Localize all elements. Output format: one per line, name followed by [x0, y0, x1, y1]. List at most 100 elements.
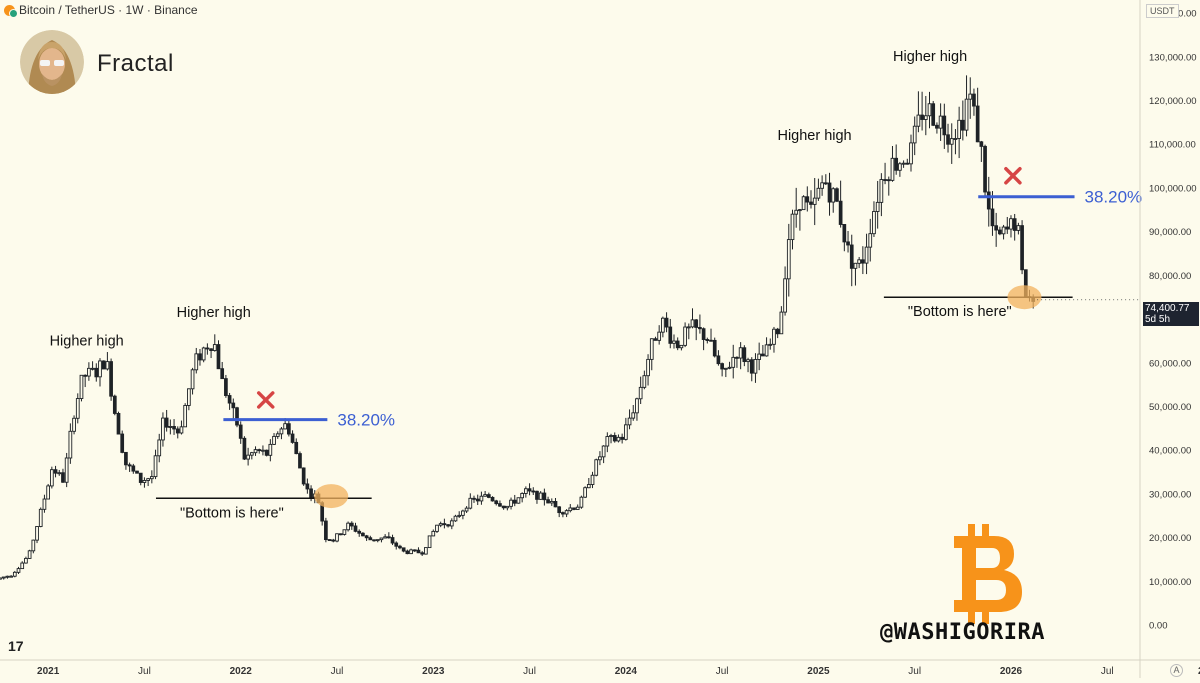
candle — [694, 318, 699, 341]
candle-body — [364, 535, 369, 539]
candle-body — [772, 328, 776, 345]
x-tick-label: Jul — [1101, 666, 1114, 677]
candle-body — [138, 472, 143, 483]
candle-body — [224, 378, 228, 396]
candle-body — [557, 506, 562, 514]
candle — [731, 344, 736, 379]
candle — [898, 161, 902, 177]
candle-body — [990, 208, 995, 227]
candle — [983, 144, 987, 196]
candle — [46, 483, 50, 500]
candle-body — [335, 533, 339, 542]
candle — [116, 411, 121, 435]
candle — [272, 433, 276, 446]
candle — [464, 506, 469, 513]
candle-body — [635, 398, 639, 414]
candle-body — [101, 360, 106, 370]
candle-body — [27, 550, 32, 559]
candle-body — [623, 424, 628, 440]
candle-body — [490, 496, 495, 502]
candle — [916, 91, 921, 133]
candle — [505, 505, 510, 511]
candle — [353, 522, 358, 533]
candle — [642, 370, 647, 390]
candle-body — [894, 157, 899, 171]
candle — [201, 346, 206, 363]
candle — [620, 433, 624, 444]
x-tick-label: Jul — [523, 666, 536, 677]
candle — [679, 344, 684, 351]
candle — [631, 404, 636, 421]
candle-body — [1001, 226, 1006, 235]
candle-body — [187, 388, 191, 406]
candle-body — [583, 487, 587, 498]
candle-body — [531, 490, 536, 493]
candle-body — [238, 424, 243, 439]
candle-body — [598, 456, 602, 461]
candle — [135, 470, 139, 474]
candle-body — [157, 439, 162, 457]
auto-scale-button[interactable]: A — [1170, 664, 1183, 677]
candle-body — [568, 507, 573, 512]
candle — [16, 566, 21, 574]
candle — [809, 190, 813, 209]
candle — [931, 100, 936, 127]
candle-body — [979, 141, 984, 147]
candle — [972, 88, 976, 116]
avatar — [20, 30, 84, 94]
candle — [87, 362, 91, 381]
symbol-label[interactable]: Bitcoin / TetherUS · 1W · Binance — [19, 3, 198, 17]
candle-body — [935, 124, 939, 129]
tradingview-logo[interactable]: 17 — [8, 638, 24, 654]
candle — [361, 532, 365, 537]
candle-body — [964, 98, 969, 131]
candle-body — [612, 435, 617, 442]
candle-body — [875, 201, 880, 212]
bitcoin-logo-icon — [954, 524, 1022, 624]
candle — [287, 419, 291, 437]
candle — [657, 325, 662, 345]
x-tick-label: 2025 — [807, 666, 830, 677]
candle-body — [494, 500, 499, 505]
candle — [612, 432, 617, 443]
candle-body — [79, 374, 84, 399]
candle — [672, 334, 676, 349]
candle — [90, 361, 95, 371]
candle-body — [168, 426, 173, 428]
candle-body — [524, 488, 528, 494]
candle — [509, 497, 513, 510]
fib-level-label: 38.20% — [1085, 188, 1143, 207]
candle — [101, 360, 106, 370]
candle — [638, 376, 643, 405]
candle — [453, 514, 458, 522]
candle-body — [1009, 218, 1013, 230]
candle-body — [468, 497, 473, 509]
candle-body — [212, 344, 217, 351]
candle-body — [720, 363, 724, 370]
candle — [238, 421, 243, 444]
bottom-label: "Bottom is here" — [908, 304, 1012, 320]
candle — [157, 433, 162, 463]
candle — [190, 367, 195, 395]
candle — [553, 498, 558, 508]
candle-body — [812, 197, 817, 205]
currency-label[interactable]: USDT — [1146, 4, 1179, 18]
candle-body — [431, 530, 436, 537]
candle-body — [105, 361, 110, 370]
candle-body — [546, 499, 550, 504]
candle-body — [975, 105, 980, 143]
candle-body — [342, 529, 347, 535]
candle-body — [386, 536, 391, 539]
candle-body — [953, 138, 958, 140]
candle-body — [457, 514, 462, 517]
candle — [653, 336, 658, 341]
candle — [949, 123, 954, 164]
candle — [905, 158, 910, 165]
candle — [753, 353, 758, 383]
candle — [801, 195, 806, 211]
candle — [442, 518, 447, 529]
candle-body — [835, 188, 839, 202]
candle — [757, 342, 762, 371]
candle — [698, 314, 702, 334]
